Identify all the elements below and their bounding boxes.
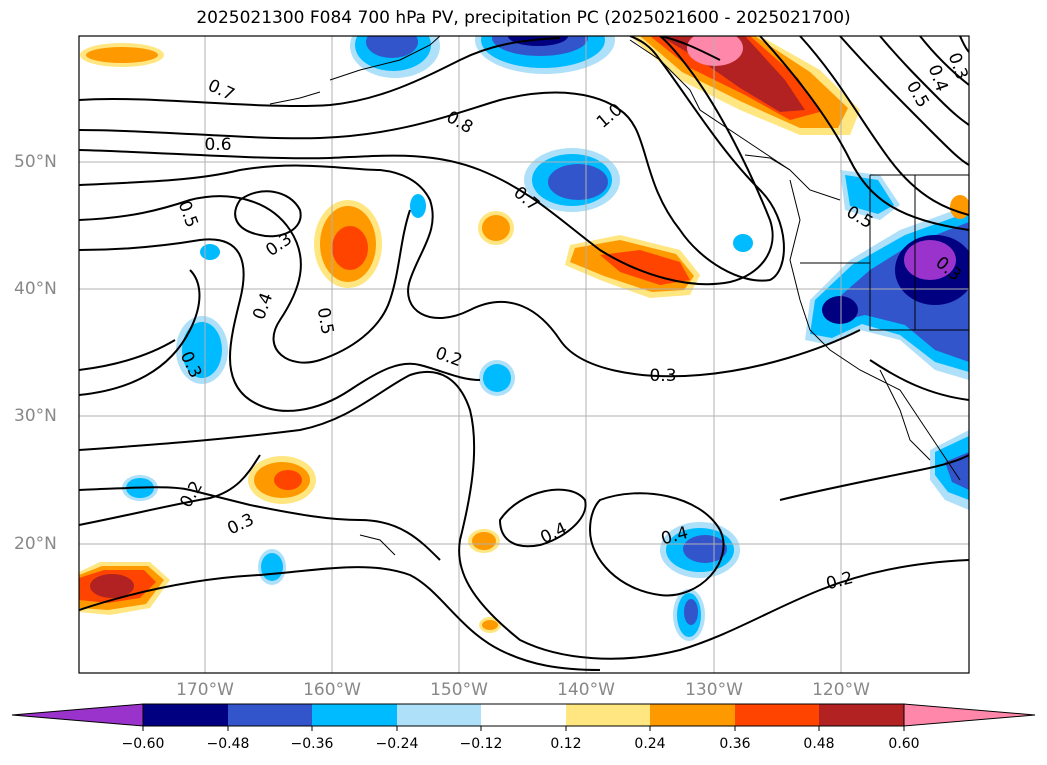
colorbar-tick-label: 0.60 [888, 736, 920, 752]
contour-label: 0.7 [205, 76, 238, 106]
colorbar-tick-label: −0.36 [290, 736, 334, 752]
contour-label: 0.2 [433, 343, 465, 371]
lon-label: 140°W [557, 680, 615, 700]
lat-label: 50°N [14, 152, 57, 172]
contour-label: 0.4 [249, 290, 277, 322]
colorbar-max-arrow [903, 703, 1036, 727]
colorbar-bin [650, 704, 735, 726]
contour-label: 0.2 [176, 478, 207, 511]
contour-label: 0.5 [313, 306, 337, 336]
map-frame [78, 35, 970, 674]
contour-label: 0.6 [204, 135, 231, 155]
lat-label: 30°N [14, 406, 57, 426]
colorbar [11, 703, 1036, 731]
colorbar-tick-label: −0.60 [121, 736, 165, 752]
lat-label: 40°N [14, 279, 57, 299]
colorbar-bin [481, 704, 566, 726]
colorbar-tick-label: 0.12 [550, 736, 582, 752]
contour-label: 0.3 [649, 366, 676, 386]
colorbar-bin [819, 704, 904, 726]
contour-label: 1.0 [593, 100, 627, 133]
lon-label: 160°W [303, 680, 361, 700]
contour-label: 0.3 [224, 510, 257, 540]
colorbar-min-arrow [11, 703, 144, 727]
colorbar-tick-label: −0.48 [206, 736, 250, 752]
colorbar-bin [397, 704, 481, 726]
contour-label: 0.5 [174, 198, 202, 230]
lon-label: 150°W [430, 680, 488, 700]
colorbar-tick-label: −0.12 [459, 736, 503, 752]
colorbar-tick-label: 0.36 [719, 736, 751, 752]
colorbar-bin [143, 704, 228, 726]
colorbar-bin [228, 704, 312, 726]
colorbar-tick-label: 0.24 [634, 736, 666, 752]
gridlines [79, 36, 969, 673]
lon-label: 170°W [176, 680, 234, 700]
lon-label: 120°W [812, 680, 870, 700]
colorbar-bin [566, 704, 650, 726]
colorbar-bin [735, 704, 819, 726]
contour-label: 0.3 [262, 229, 296, 261]
colorbar-bin [312, 704, 397, 726]
colorbar-tick-label: 0.48 [803, 736, 835, 752]
colorbar-tick-label: −0.24 [375, 736, 419, 752]
lon-label: 130°W [685, 680, 743, 700]
pv-contours [79, 36, 969, 671]
contour-label: 0.2 [824, 568, 855, 594]
contour-label: 0.8 [443, 107, 476, 138]
coastlines [269, 36, 969, 556]
map-title: 2025021300 F084 700 hPa PV, precipitatio… [196, 8, 851, 28]
lat-label: 20°N [14, 534, 57, 554]
